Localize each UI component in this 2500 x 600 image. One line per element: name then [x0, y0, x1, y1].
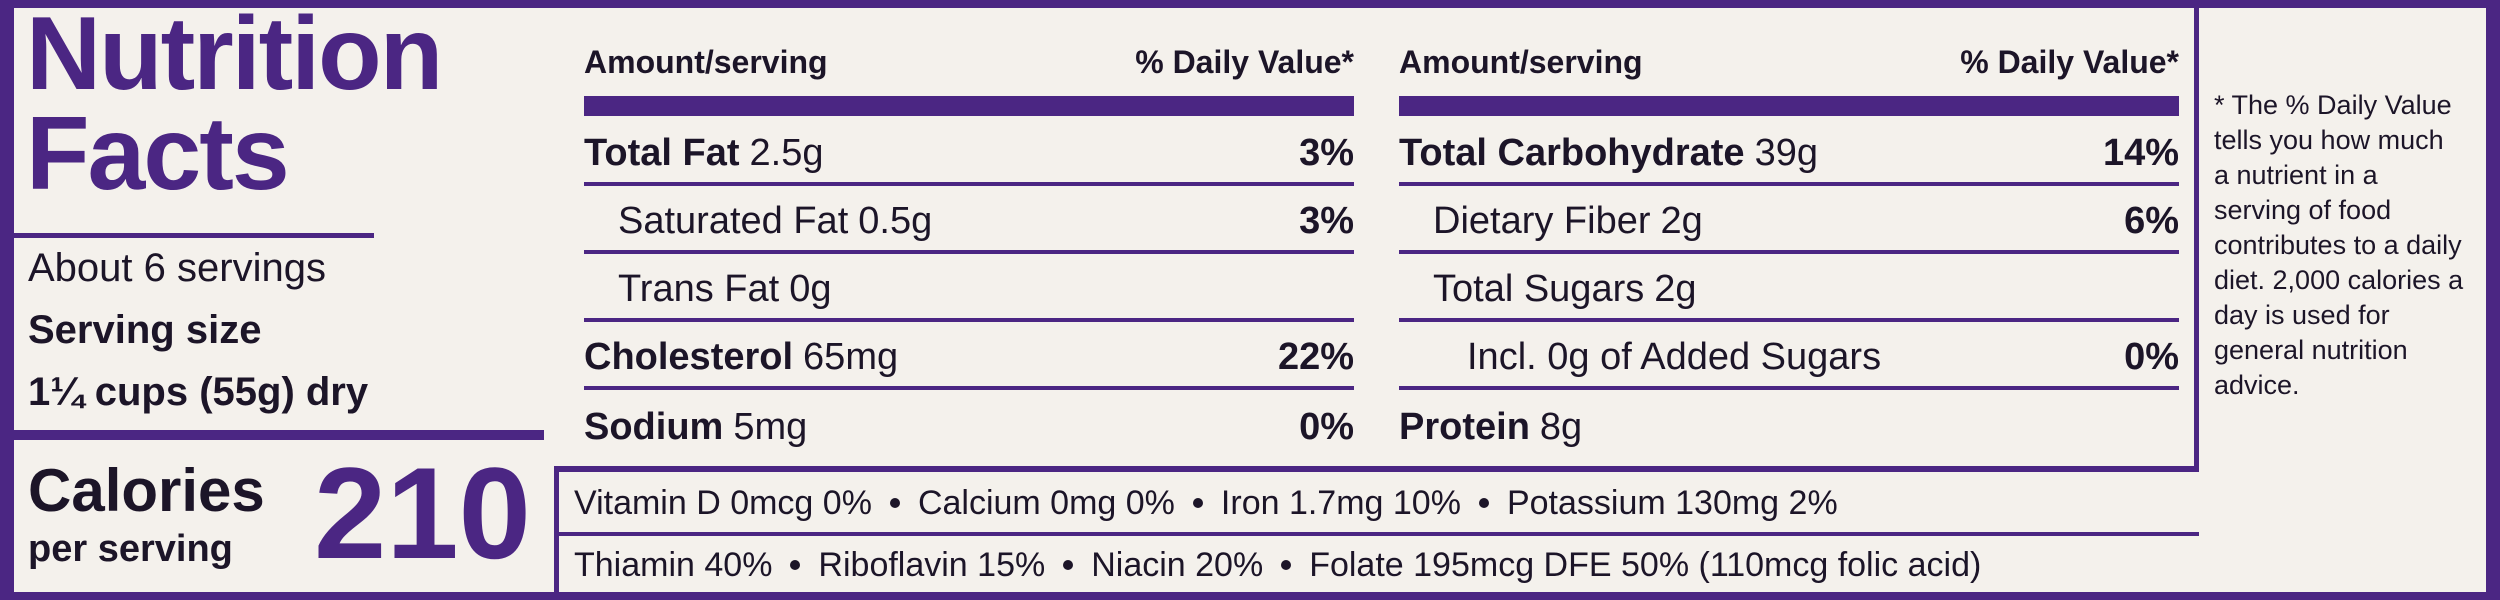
nutrient-name: Saturated Fat — [618, 199, 849, 242]
vitamin-line: Thiamin 40% Riboflavin 15% Niacin 20% Folat… — [574, 538, 1981, 592]
bullet — [1063, 560, 1074, 570]
nutrient-name: Total Sugars — [1433, 267, 1645, 310]
nutrient-name: Protein — [1399, 405, 1530, 448]
nutrient-amount: 2g — [1660, 199, 1703, 242]
vitamin: Calcium 0mg 0% — [917, 483, 1175, 522]
vitamin: Iron 1.7mg 10% — [1220, 483, 1461, 522]
bullet — [889, 498, 900, 508]
nutrient: Total Carbohydrate 39g — [1399, 132, 1818, 175]
nutrient-row: Dietary Fiber 2g 6% — [1399, 192, 2179, 254]
calories-label: Calories — [28, 457, 265, 524]
daily-value: 14% — [2102, 131, 2179, 174]
dv-header: % Daily Value* — [1960, 44, 2179, 80]
nutrient-name: Dietary Fiber — [1433, 199, 1651, 242]
column-header: Amount/serving % Daily Value* — [584, 44, 1354, 81]
vitamin: Vitamin D 0mcg 0% — [574, 483, 872, 522]
nutrient: Sodium 5mg — [584, 406, 807, 449]
nutrient: Protein 8g — [1399, 406, 1582, 449]
bullet — [1281, 560, 1292, 570]
vitamin: Riboflavin 15% — [818, 545, 1046, 584]
bullet — [790, 560, 801, 570]
title: Nutrition Facts — [26, 8, 443, 212]
serving-size: 1¼ cups (55g) dry — [28, 370, 369, 414]
nutrient-row: Trans Fat 0g — [584, 260, 1354, 322]
nutrient-column: Amount/serving % Daily Value* Total Carboh… — [1399, 8, 2179, 468]
nutrient-amount: 39g — [1754, 131, 1818, 174]
vitamin: Potassium 130mg 2% — [1506, 483, 1838, 522]
nutrient-name: Cholesterol — [584, 335, 794, 378]
serving-size-label: Serving size — [28, 308, 262, 352]
nutrient: Dietary Fiber 2g — [1433, 200, 1703, 243]
nutrient-amount: 2g — [1654, 267, 1697, 310]
nutrient-row: Total Carbohydrate 39g 14% — [1399, 124, 2179, 186]
bullet — [1478, 498, 1489, 508]
nutrient-name: Total Fat — [584, 131, 740, 174]
daily-value: 0% — [1299, 405, 1354, 448]
nutrient-name: Incl. 0g of Added Sugars — [1467, 335, 1882, 378]
nutrient: Total Fat 2.5g — [584, 132, 823, 175]
nutrient-amount: 2.5g — [749, 131, 824, 174]
vitamin: Thiamin 40% — [574, 545, 773, 584]
daily-value: 0% — [2124, 335, 2179, 378]
daily-value: 6% — [2124, 199, 2179, 242]
amount-header: Amount/serving — [1399, 44, 1643, 80]
rule — [584, 96, 1354, 116]
nutrient-column: Amount/serving % Daily Value* Total Fat 2.5… — [584, 8, 1354, 468]
nutrient-row: Protein 8g — [1399, 396, 2179, 458]
footnote: * The % Daily Value tells you how much a… — [2214, 90, 2464, 400]
nutrient: Saturated Fat 0.5g — [618, 200, 932, 243]
bullet — [1192, 498, 1203, 508]
nutrient-amount: 8g — [1539, 405, 1583, 448]
column-header: Amount/serving % Daily Value* — [1399, 44, 2179, 81]
rule — [1399, 96, 2179, 116]
nutrient: Incl. 0g of Added Sugars — [1467, 336, 1881, 379]
dv-header: % Daily Value* — [1135, 44, 1354, 80]
nutrient-row: Incl. 0g of Added Sugars 0% — [1399, 328, 2179, 390]
nutrient: Trans Fat 0g — [618, 268, 831, 311]
divider — [554, 468, 559, 592]
daily-value: 22% — [1277, 335, 1354, 378]
nutrient-row: Sodium 5mg 0% — [584, 396, 1354, 458]
nutrient-amount: 0.5g — [858, 199, 933, 242]
nutrient-name: Sodium — [584, 405, 724, 448]
calories-sub: per serving — [28, 528, 233, 570]
rule — [14, 430, 544, 440]
nutrient-row: Total Sugars 2g — [1399, 260, 2179, 322]
rule — [554, 466, 2199, 472]
nutrition-label: Nutrition Facts About 6 servings Serving… — [14, 8, 2486, 592]
vitamin-line: Vitamin D 0mcg 0% Calcium 0mg 0% Iron 1.7m… — [574, 474, 1838, 532]
rule — [554, 532, 2199, 536]
vitamin: Folate 195mcg DFE 50% (110mcg folic acid… — [1309, 545, 1982, 584]
divider — [2194, 8, 2199, 468]
nutrient: Cholesterol 65mg — [584, 336, 898, 379]
nutrient-amount: 65mg — [803, 335, 899, 378]
nutrient-row: Total Fat 2.5g 3% — [584, 124, 1354, 186]
daily-value: 3% — [1299, 131, 1354, 174]
nutrient-row: Saturated Fat 0.5g 3% — [584, 192, 1354, 254]
nutrient: Total Sugars 2g — [1433, 268, 1697, 311]
nutrient-row: Cholesterol 65mg 22% — [584, 328, 1354, 390]
nutrient-name: Trans Fat — [618, 267, 780, 310]
nutrient-amount: 0g — [789, 267, 832, 310]
rule — [14, 233, 374, 238]
nutrient-name: Total Carbohydrate — [1399, 131, 1745, 174]
daily-value: 3% — [1299, 199, 1354, 242]
amount-header: Amount/serving — [584, 44, 828, 80]
vitamin: Niacin 20% — [1091, 545, 1264, 584]
servings: About 6 servings — [28, 246, 326, 290]
nutrient-amount: 5mg — [733, 405, 808, 448]
calories: 210 — [314, 440, 531, 586]
